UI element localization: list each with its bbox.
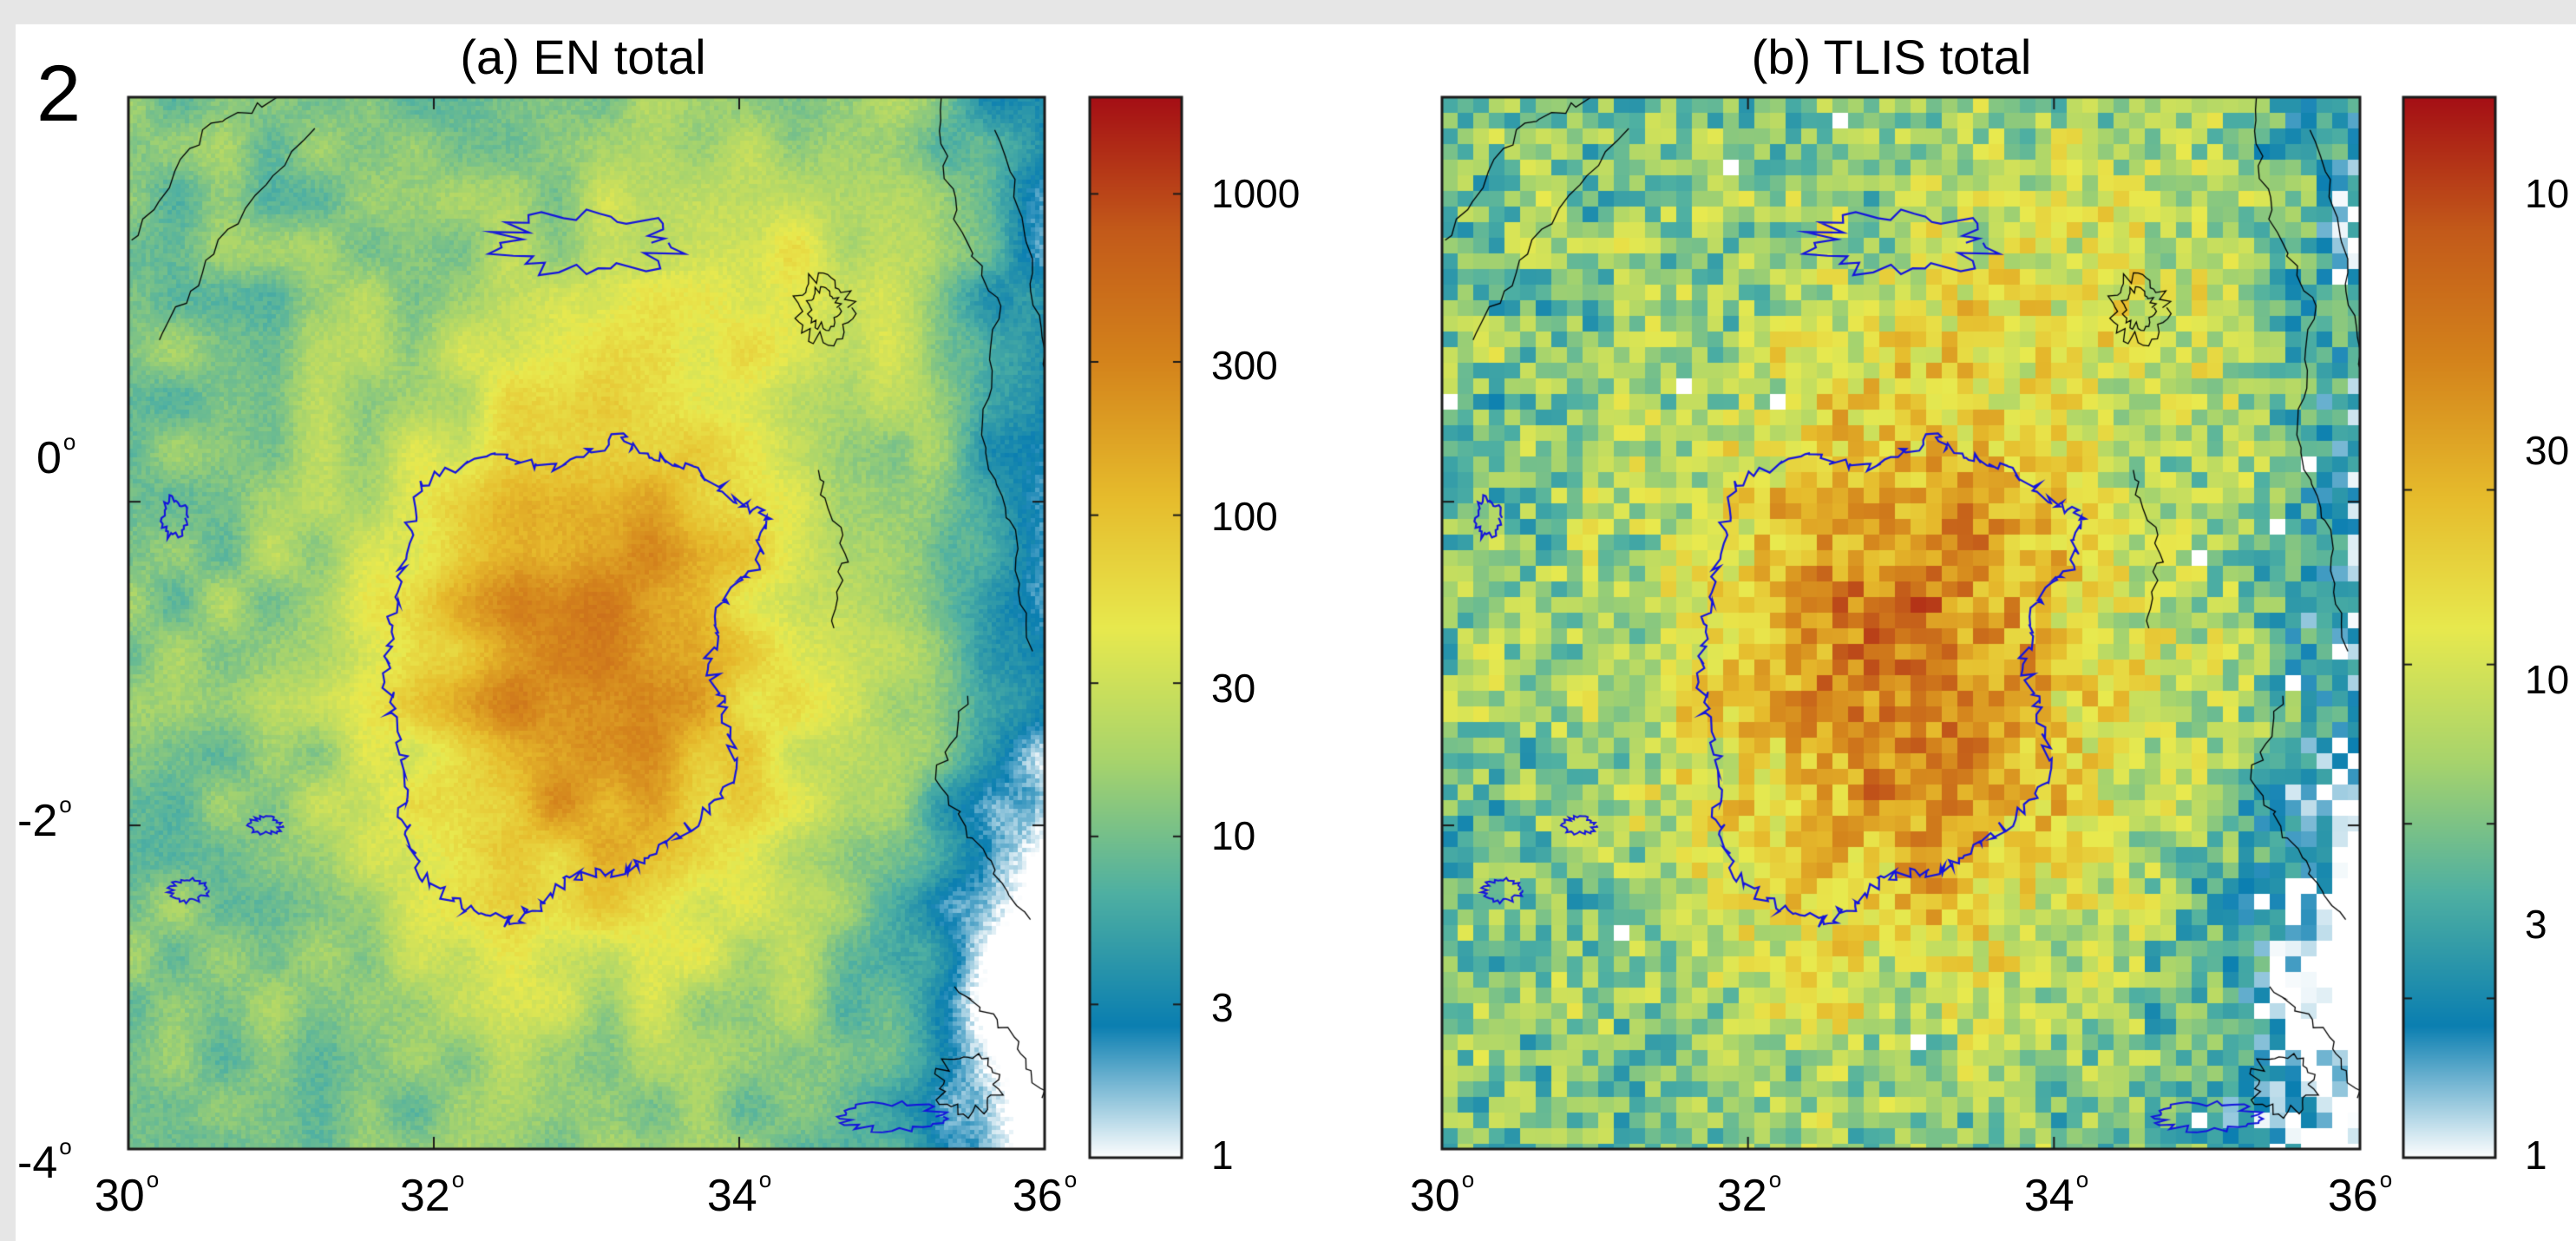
colorbar-tick-label: 10 bbox=[1211, 813, 1256, 858]
x-tick-label: 30o bbox=[94, 1166, 160, 1221]
x-tick-label: 32o bbox=[399, 1166, 465, 1221]
colorbar-tick-label: 3 bbox=[1211, 985, 1234, 1030]
y-tick-label: 0o bbox=[36, 429, 76, 483]
colorbar-tick-label: 3 bbox=[2525, 902, 2547, 947]
x-tick-label: 36o bbox=[2327, 1166, 2393, 1221]
colorbar-tick-label: 300 bbox=[1211, 343, 1278, 388]
y-tick-label: -2o bbox=[17, 791, 72, 846]
colorbar-tick-label: 100 bbox=[1211, 494, 1278, 539]
colorbar-tick-label: 1000 bbox=[1211, 171, 1301, 216]
y-tick-label: -4o bbox=[17, 1133, 72, 1188]
colorbar-tick-label: 1 bbox=[1211, 1133, 1234, 1178]
colorbar-tick-label: 1 bbox=[2525, 1133, 2547, 1178]
x-tick-label: 36o bbox=[1012, 1166, 1078, 1221]
colorbar-tick-label: 30 bbox=[2525, 428, 2570, 473]
x-tick-label: 34o bbox=[2023, 1166, 2089, 1221]
colorbar-tick-label: 30 bbox=[1211, 666, 1256, 711]
x-tick-label: 30o bbox=[1409, 1166, 1475, 1221]
colorbar-tick-label: 10 bbox=[2525, 657, 2570, 702]
colorbar-tick-label: 10 bbox=[2525, 171, 2570, 216]
figure-label: 2 bbox=[36, 49, 82, 138]
x-tick-label: 34o bbox=[706, 1166, 772, 1221]
x-tick-label: 32o bbox=[1716, 1166, 1782, 1221]
panel-a-title: (a) EN total bbox=[460, 30, 706, 84]
panel-b-title: (b) TLIS total bbox=[1751, 30, 2032, 84]
